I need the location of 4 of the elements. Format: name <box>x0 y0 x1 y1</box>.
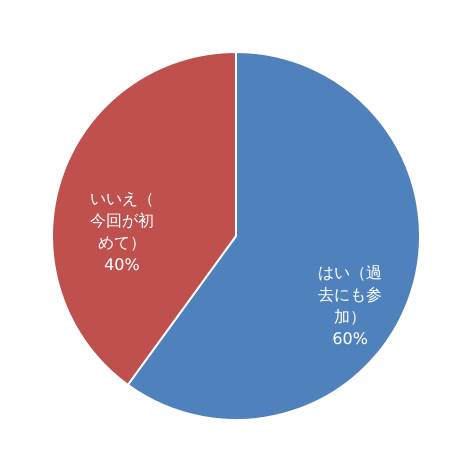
slice-label: はい（過去にも参加） <box>318 263 382 326</box>
slice-label: いいえ（今回が初めて） <box>90 188 154 252</box>
data-label: 60% <box>332 329 368 348</box>
data-label: 40% <box>104 254 140 274</box>
